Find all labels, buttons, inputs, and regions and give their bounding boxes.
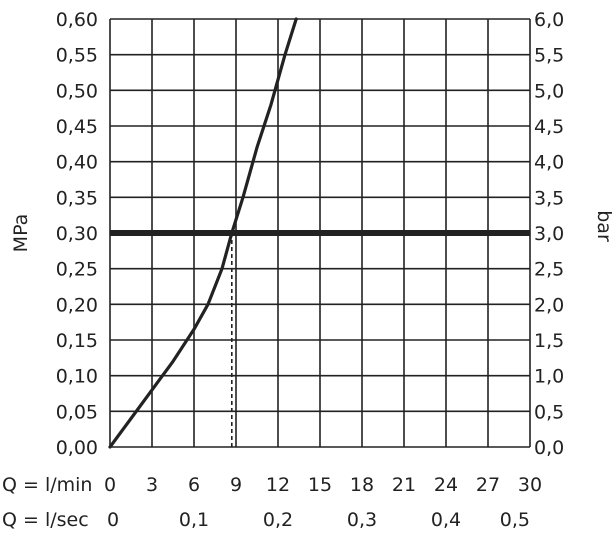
y-right-tick-label: 2,0 <box>534 294 564 316</box>
y-left-tick-label: 0,50 <box>56 80 98 102</box>
y-right-tick-label: 0,5 <box>534 401 564 423</box>
x-tick-label-lsec: 0,4 <box>431 509 461 531</box>
x-tick-label-lsec: 0,2 <box>263 509 293 531</box>
y-left-tick-label: 0,10 <box>56 366 98 388</box>
x-tick-label-lmin: 12 <box>266 474 290 496</box>
y-right-axis-title: bar <box>593 210 615 242</box>
x-tick-label-lmin: 21 <box>392 474 416 496</box>
y-right-tick-label: 3,0 <box>534 223 564 245</box>
y-right-tick-label: 4,0 <box>534 152 564 174</box>
y-left-tick-label: 0,55 <box>56 45 98 67</box>
y-left-tick-label: 0,35 <box>56 187 98 209</box>
series-line <box>108 17 298 449</box>
y-right-tick-label: 3,5 <box>534 187 564 209</box>
y-right-tick-label: 2,5 <box>534 259 564 281</box>
x-axis-title-lsec: Q = l/sec <box>2 509 89 531</box>
y-right-tick-label: 1,0 <box>534 366 564 388</box>
y-left-tick-label: 0,05 <box>56 401 98 423</box>
x-tick-label-lsec: 0,3 <box>347 509 377 531</box>
y-left-tick-label: 0,30 <box>56 223 98 245</box>
y-left-tick-label: 0,25 <box>56 259 98 281</box>
y-right-tick-label: 5,5 <box>534 45 564 67</box>
x-tick-label-lmin: 18 <box>350 474 374 496</box>
y-right-tick-label: 6,0 <box>534 9 564 31</box>
x-tick-label-lsec: 0 <box>107 509 119 531</box>
y-left-tick-label: 0,60 <box>56 9 98 31</box>
x-tick-label-lmin: 27 <box>476 474 500 496</box>
y-right-tick-label: 5,0 <box>534 80 564 102</box>
x-tick-label-lmin: 15 <box>308 474 332 496</box>
y-left-tick-label: 0,45 <box>56 116 98 138</box>
flow-curve <box>108 17 298 449</box>
x-tick-label-lmin: 0 <box>104 474 116 496</box>
y-right-tick-label: 0,0 <box>534 437 564 459</box>
reference-lines <box>110 230 530 447</box>
tick-labels: 0,000,050,100,150,200,250,300,350,400,45… <box>56 9 565 531</box>
x-tick-label-lsec: 0,5 <box>500 509 530 531</box>
x-tick-label-lsec: 0,1 <box>179 509 209 531</box>
y-left-tick-label: 0,15 <box>56 330 98 352</box>
y-right-tick-label: 1,5 <box>534 330 564 352</box>
y-left-axis-title: MPa <box>10 214 32 253</box>
x-axis-title-lmin: Q = l/min <box>2 474 92 496</box>
y-left-tick-label: 0,00 <box>56 437 98 459</box>
x-tick-label-lmin: 6 <box>188 474 200 496</box>
x-tick-label-lmin: 3 <box>146 474 158 496</box>
y-right-tick-label: 4,5 <box>534 116 564 138</box>
x-tick-label-lmin: 24 <box>434 474 458 496</box>
x-tick-label-lmin: 9 <box>230 474 242 496</box>
x-tick-label-lmin: 30 <box>518 474 542 496</box>
y-left-tick-label: 0,20 <box>56 294 98 316</box>
y-left-tick-label: 0,40 <box>56 152 98 174</box>
